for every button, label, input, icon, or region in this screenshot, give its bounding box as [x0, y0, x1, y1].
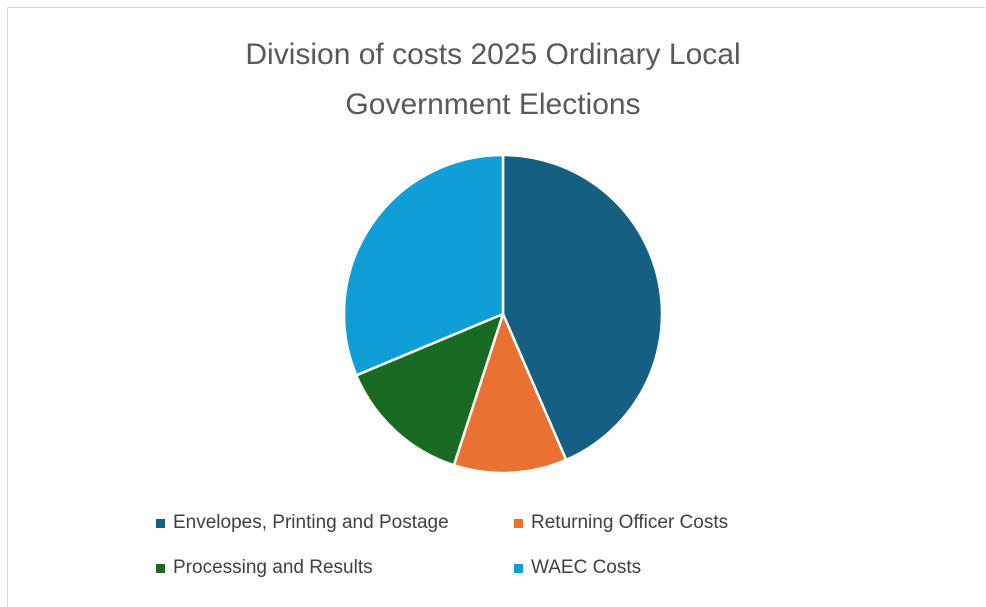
legend-label-envelopes: Envelopes, Printing and Postage [173, 512, 449, 533]
legend-item-processing: Processing and Results [156, 557, 373, 579]
legend-item-returning-officer: Returning Officer Costs [514, 512, 728, 534]
pie-slice-returning-officer [452, 312, 568, 475]
legend-swatch-returning-officer [514, 518, 523, 528]
legend-swatch-waec [514, 563, 523, 573]
legend-label-processing: Processing and Results [173, 557, 373, 578]
pie-slice-processing [355, 312, 505, 467]
legend-label-returning-officer: Returning Officer Costs [531, 512, 729, 533]
legend-swatch-processing [156, 563, 165, 573]
chart-title-line-1: Division of costs 2025 Ordinary Local [245, 38, 741, 71]
legend-item-envelopes: Envelopes, Printing and Postage [156, 512, 449, 534]
legend-item-waec: WAEC Costs [514, 557, 641, 579]
legend-label-waec: WAEC Costs [531, 557, 642, 578]
pie-slice-envelopes [501, 153, 664, 462]
legend-swatch-envelopes [156, 518, 165, 528]
pie-slice-waec [342, 153, 505, 377]
chart-title-line-2: Government Elections [345, 88, 641, 121]
chart-title: Division of costs 2025 Ordinary Local Go… [0, 30, 986, 130]
